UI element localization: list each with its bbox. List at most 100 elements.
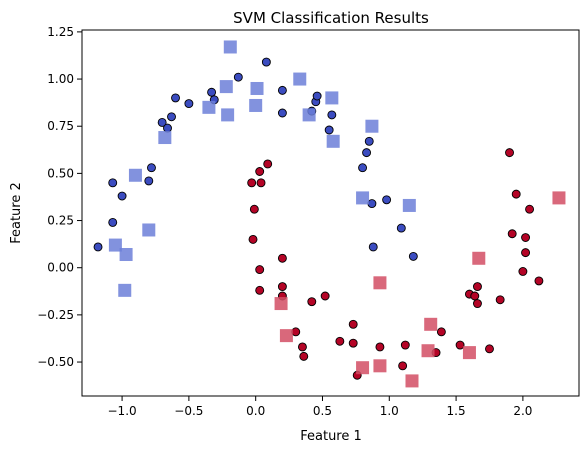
data-point-square-class-0 [302,108,316,122]
data-point-square-class-0 [108,238,122,252]
data-point-square-class-1 [462,346,476,360]
data-point-square-class-1 [472,251,486,265]
x-tick-label: −0.5 [174,404,203,418]
y-tick-label: 1.25 [47,25,74,39]
data-point-circle-class-0 [368,242,378,252]
y-tick-label: 0.25 [47,214,74,228]
x-axis-title: Feature 1 [300,429,362,444]
data-point-square-class-0 [221,108,235,122]
data-point-circle-class-0 [157,117,167,127]
data-point-circle-class-1 [277,253,287,263]
data-point-square-class-1 [552,191,566,205]
data-point-square-class-0 [356,191,370,205]
data-point-circle-class-0 [108,217,118,227]
data-point-square-class-0 [202,100,216,114]
data-point-circle-class-1 [400,340,410,350]
data-point-square-class-1 [279,329,293,343]
data-point-square-class-0 [119,248,133,262]
data-point-circle-class-1 [436,327,446,337]
data-point-circle-class-0 [358,163,368,173]
data-point-circle-class-1 [485,344,494,354]
data-point-circle-class-1 [247,178,257,188]
data-point-circle-class-0 [163,123,172,133]
data-point-circle-class-0 [362,148,372,158]
data-point-circle-class-1 [255,285,265,295]
data-point-circle-class-1 [525,204,535,214]
data-point-circle-class-1 [473,282,482,292]
data-point-circle-class-0 [382,195,392,205]
data-point-square-class-1 [373,359,387,373]
data-point-circle-class-0 [327,110,337,120]
data-point-circle-class-1 [277,282,287,292]
data-point-circle-class-1 [507,229,517,239]
data-point-square-class-0 [365,119,379,133]
data-point-square-class-0 [219,80,233,94]
data-point-circle-class-1 [299,351,309,361]
data-point-square-class-0 [326,134,340,148]
data-point-circle-class-1 [297,342,307,352]
data-point-circle-class-1 [307,297,317,307]
y-tick-label: 0.75 [47,119,74,133]
data-point-square-class-0 [293,72,307,86]
x-tick-label: 1.5 [447,404,466,418]
data-point-circle-class-0 [147,163,156,173]
data-point-circle-class-1 [534,276,544,286]
data-point-circle-class-1 [518,267,528,276]
data-point-circle-class-1 [505,148,514,158]
data-point-square-class-0 [250,81,264,95]
data-point-circle-class-0 [277,108,287,118]
y-tick-label: 0.00 [47,261,74,275]
data-point-circle-class-0 [324,125,334,135]
data-point-circle-class-1 [521,233,531,242]
data-point-circle-class-0 [277,85,287,95]
data-point-circle-class-0 [396,223,406,233]
data-point-square-class-0 [142,223,156,237]
data-point-circle-class-0 [312,91,322,101]
data-point-square-class-0 [223,40,237,54]
data-point-square-class-1 [274,297,288,311]
data-point-circle-class-1 [375,342,385,352]
data-point-circle-class-1 [398,361,408,371]
data-point-circle-class-1 [348,338,358,348]
data-point-square-class-0 [325,91,339,105]
data-point-square-class-1 [421,344,435,358]
data-point-square-class-0 [402,198,416,212]
data-point-square-class-0 [249,98,263,112]
series-square-class-1 [274,191,566,388]
data-point-circle-class-0 [144,176,154,186]
data-point-circle-class-0 [207,87,217,97]
data-point-circle-class-1 [320,291,330,301]
x-tick-label: 1.0 [380,404,399,418]
data-point-circle-class-1 [473,299,482,309]
data-point-square-class-0 [118,283,132,297]
plot-area [93,40,566,388]
data-point-circle-class-1 [248,234,258,244]
data-point-square-class-0 [158,131,172,145]
x-tick-label: 0.5 [313,404,332,418]
data-point-square-class-1 [373,276,387,290]
data-point-circle-class-1 [291,327,301,337]
data-point-circle-class-1 [348,319,358,329]
series-square-class-0 [108,40,416,297]
data-point-circle-class-0 [233,72,243,82]
data-point-circle-class-1 [455,340,465,350]
data-point-square-class-0 [128,168,142,182]
data-point-circle-class-0 [261,57,271,67]
series-circle-class-1 [247,148,544,380]
x-axis: −1.0 −0.5 0.0 0.5 1.0 1.5 2.0 [108,396,532,418]
data-point-square-class-1 [405,374,419,388]
chart-title: SVM Classification Results [233,9,429,27]
data-point-circle-class-0 [167,112,176,122]
data-point-circle-class-1 [255,167,265,176]
data-point-circle-class-1 [470,291,480,301]
y-tick-label: −0.25 [37,308,74,322]
data-point-circle-class-0 [93,242,103,252]
data-point-circle-class-0 [171,93,180,103]
data-point-circle-class-0 [408,251,418,261]
x-tick-label: −1.0 [108,404,137,418]
data-point-circle-class-1 [255,265,265,275]
y-tick-label: 1.00 [47,72,74,86]
y-axis: −0.50 −0.25 0.00 0.25 0.50 0.75 1.00 1.25 [37,25,82,369]
y-axis-title: Feature 2 [9,182,24,244]
data-point-circle-class-1 [495,295,505,305]
